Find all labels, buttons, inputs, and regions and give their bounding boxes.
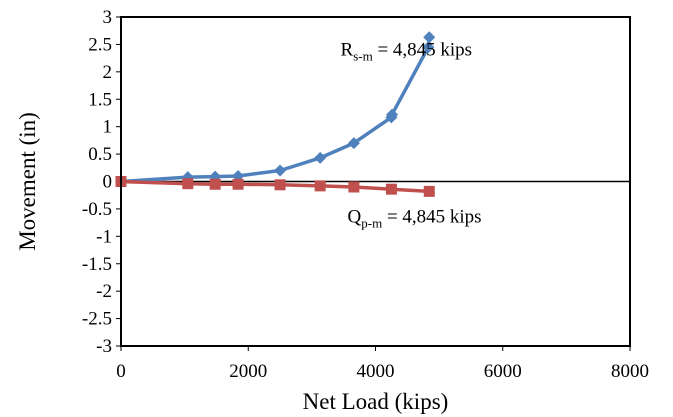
annotation-symbol: Q [348,207,362,228]
y-tick-label: 0.5 [88,144,112,165]
annotation-subscript: p-m [361,216,382,231]
annotation-label: Rs-m = 4,845 kips [341,39,473,63]
annotation-symbol: R [341,39,354,60]
y-tick-label: -1.5 [82,254,112,275]
x-axis-title: Net Load (kips) [303,389,449,414]
y-tick-label: 1 [103,117,113,138]
data-point-diamond [422,41,435,54]
data-point-diamond [386,108,399,121]
data-point-diamond [274,164,287,177]
x-tick-label: 4000 [357,361,395,382]
data-point-diamond [347,137,360,150]
data-point-square [182,178,194,190]
y-axis-title: Movement (in) [15,112,40,251]
y-tick-label: 3 [103,7,113,28]
y-tick-label: -2 [96,281,112,302]
x-tick-label: 2000 [229,361,267,382]
data-point-diamond [314,151,327,164]
y-tick-label: -1 [96,226,112,247]
data-point-square [209,178,221,190]
x-tick-label: 0 [116,361,126,382]
y-tick-label: -3 [96,336,112,357]
x-tick-labels: 0 2000 4000 6000 8000 [116,361,649,382]
data-point-square [274,179,286,191]
y-tick-label: -0.5 [82,199,112,220]
data-point-square [385,183,397,195]
x-tick-label: 8000 [611,361,649,382]
annotation-value: = 4,845 kips [373,39,472,60]
annotation-subscript: s-m [353,48,373,63]
annotation-value: = 4,845 kips [382,207,481,228]
annotation-label: Qp-m = 4,845 kips [348,207,482,231]
data-point-square [348,181,360,193]
x-tick-label: 6000 [484,361,522,382]
y-tick-label: 2 [103,62,113,83]
series-layer [115,31,436,197]
data-point-square [314,180,326,192]
plot-area-frame [120,16,631,347]
data-point-square [232,178,244,190]
y-tick-label: 2.5 [88,34,112,55]
y-tick-labels: 3 2.5 2 1.5 1 0.5 0 -0.5 -1 -1.5 -2 -2.5 -3 [82,7,112,357]
y-tick-label: 0 [103,172,113,193]
data-point-diamond [423,31,436,44]
data-point-square [423,185,435,197]
y-tick-label: 1.5 [88,89,112,110]
y-tick-label: -2.5 [82,309,112,330]
